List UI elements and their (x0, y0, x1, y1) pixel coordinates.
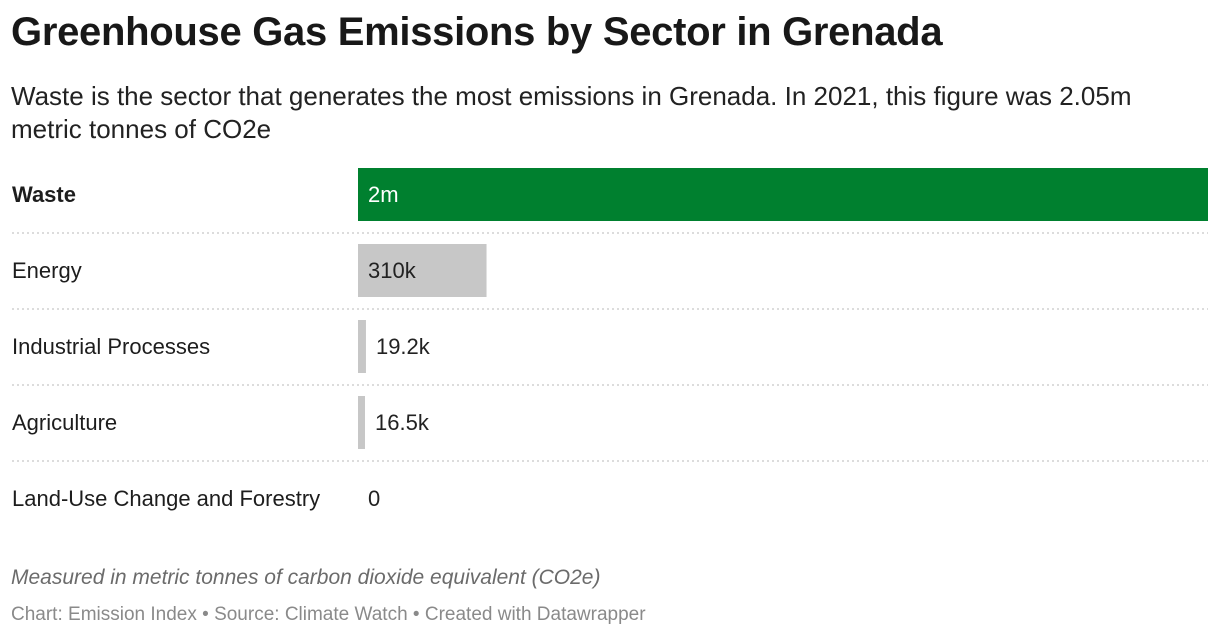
category-label: Agriculture (12, 410, 117, 435)
bar (358, 168, 1208, 221)
bar-chart: Waste 2m Energy 310k Industrial Processes 19.… (12, 168, 1208, 511)
value-label: 19.2k (376, 334, 431, 359)
bar (358, 244, 487, 297)
chart-footer: Chart: Emission Index • Source: Climate … (11, 604, 646, 625)
category-label: Industrial Processes (12, 334, 210, 359)
chart-subtitle: Waste is the sector that generates the m… (11, 81, 1132, 144)
bar-row: Waste 2m (12, 168, 1208, 234)
category-label: Energy (12, 258, 82, 283)
value-label: 310k (368, 258, 417, 283)
bar-row: Industrial Processes 19.2k (12, 320, 1208, 386)
chart-title: Greenhouse Gas Emissions by Sector in Gr… (11, 10, 943, 54)
bar-row: Energy 310k (12, 244, 1208, 310)
chart-notes: Measured in metric tonnes of carbon diox… (11, 566, 601, 589)
bar-row: Land-Use Change and Forestry 0 (12, 486, 380, 511)
value-label: 2m (368, 182, 399, 207)
bar (358, 320, 366, 373)
value-label: 0 (368, 486, 380, 511)
value-label: 16.5k (375, 410, 430, 435)
category-label: Waste (12, 182, 76, 207)
category-label: Land-Use Change and Forestry (12, 486, 320, 511)
bar-row: Agriculture 16.5k (12, 396, 1208, 462)
bar (358, 396, 365, 449)
